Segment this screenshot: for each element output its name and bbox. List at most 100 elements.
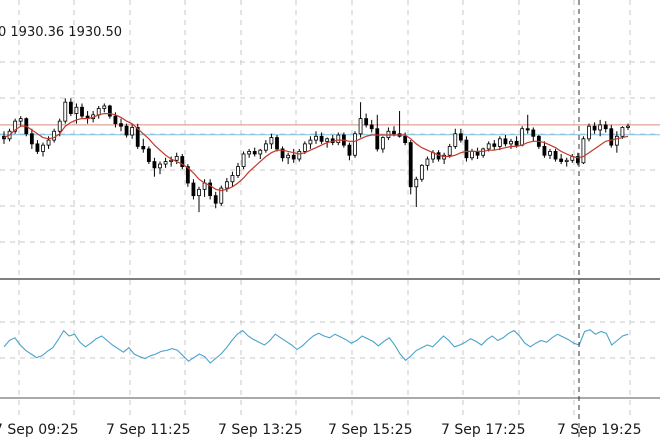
candle-body-56 (314, 135, 318, 141)
candle-48 (269, 133, 274, 149)
candle-55 (308, 136, 313, 149)
candle-60 (336, 132, 341, 146)
candle-2 (13, 118, 18, 134)
candle-body-44 (247, 151, 252, 155)
candlestick-series (2, 98, 630, 213)
x-axis-tick-label-5: 7 Sep 19:25 (557, 422, 642, 438)
candle-47 (263, 140, 268, 153)
candle-body-35 (197, 188, 201, 197)
candle-body-82 (458, 133, 463, 141)
candle-50 (280, 146, 285, 162)
x-axis-tick-label-4: 7 Sep 17:25 (441, 422, 526, 438)
candle-68 (380, 136, 385, 153)
candle-82 (458, 128, 463, 143)
candle-body-5 (29, 133, 34, 145)
candle-24 (135, 123, 140, 149)
candle-22 (124, 123, 129, 138)
candle-body-87 (486, 143, 491, 150)
candle-body-57 (319, 135, 324, 142)
chart-gridlines (0, 0, 660, 415)
candle-110 (614, 131, 619, 153)
candle-30 (169, 156, 174, 167)
candle-97 (542, 141, 547, 158)
candle-body-31 (174, 156, 179, 161)
candle-body-60 (336, 134, 341, 144)
candle-75 (419, 164, 424, 182)
candle-56 (314, 131, 318, 144)
candle-body-34 (191, 182, 196, 197)
candle-body-109 (609, 128, 614, 146)
candle-86 (481, 147, 486, 158)
candle-body-110 (614, 135, 619, 146)
candle-body-14 (80, 106, 84, 117)
candle-12 (68, 98, 73, 117)
candle-23 (130, 123, 135, 139)
candle-body-30 (169, 159, 174, 162)
candle-49 (275, 135, 279, 152)
candle-body-26 (146, 148, 151, 162)
candle-body-106 (592, 125, 597, 131)
candle-body-100 (559, 158, 564, 162)
candle-body-92 (514, 140, 519, 146)
candle-27 (152, 157, 157, 177)
x-axis-tick-label-0: 7 Sep 09:25 (0, 422, 79, 438)
moving-average-series (3, 112, 629, 192)
candle-7 (41, 142, 45, 157)
candle-body-68 (380, 137, 385, 150)
candle-107 (598, 119, 603, 137)
candle-32 (180, 153, 185, 170)
candle-54 (302, 141, 307, 154)
candle-body-25 (141, 145, 146, 150)
candle-105 (587, 123, 591, 142)
candle-body-112 (626, 125, 630, 128)
candle-body-72 (403, 135, 408, 144)
candle-body-6 (35, 143, 40, 152)
x-axis-tick-label-1: 7 Sep 11:25 (106, 422, 191, 438)
candle-body-23 (130, 127, 135, 136)
candle-39 (219, 185, 224, 206)
candle-body-9 (52, 130, 57, 141)
candle-79 (442, 152, 447, 165)
candle-body-18 (102, 105, 107, 109)
candle-body-8 (46, 139, 51, 146)
candle-112 (626, 123, 630, 130)
candle-14 (80, 103, 84, 119)
oscillator-series (3, 329, 629, 364)
candle-body-84 (470, 151, 474, 159)
candle-88 (492, 140, 497, 151)
candle-29 (163, 157, 168, 168)
candle-103 (575, 152, 580, 166)
candle-body-104 (581, 138, 586, 164)
candle-body-98 (548, 151, 552, 156)
candle-body-7 (41, 144, 45, 152)
candle-9 (52, 128, 57, 143)
candle-67 (375, 114, 380, 152)
price-quote-label: 0 1930.36 1930.50 (0, 25, 122, 40)
candle-94 (525, 114, 530, 134)
candle-body-39 (219, 187, 224, 204)
candle-6 (35, 140, 40, 154)
candle-body-33 (185, 166, 190, 184)
candle-body-91 (509, 140, 513, 145)
candle-5 (29, 128, 34, 149)
candle-21 (119, 118, 123, 132)
candle-body-79 (442, 154, 447, 160)
moving-average-line (3, 112, 629, 192)
candle-99 (553, 148, 558, 162)
candle-18 (102, 103, 107, 113)
candle-body-10 (57, 120, 62, 132)
candle-body-21 (119, 123, 123, 127)
candle-body-65 (364, 118, 369, 126)
candle-19 (107, 104, 112, 119)
price-level-lines (0, 124, 660, 136)
candle-body-20 (113, 115, 118, 125)
candle-100 (559, 153, 564, 165)
candle-body-41 (230, 175, 235, 183)
candle-3 (18, 116, 23, 127)
candle-109 (609, 124, 614, 148)
candle-body-90 (503, 138, 508, 145)
candle-body-75 (419, 164, 424, 180)
candle-body-2 (13, 120, 18, 132)
candle-62 (347, 142, 352, 161)
